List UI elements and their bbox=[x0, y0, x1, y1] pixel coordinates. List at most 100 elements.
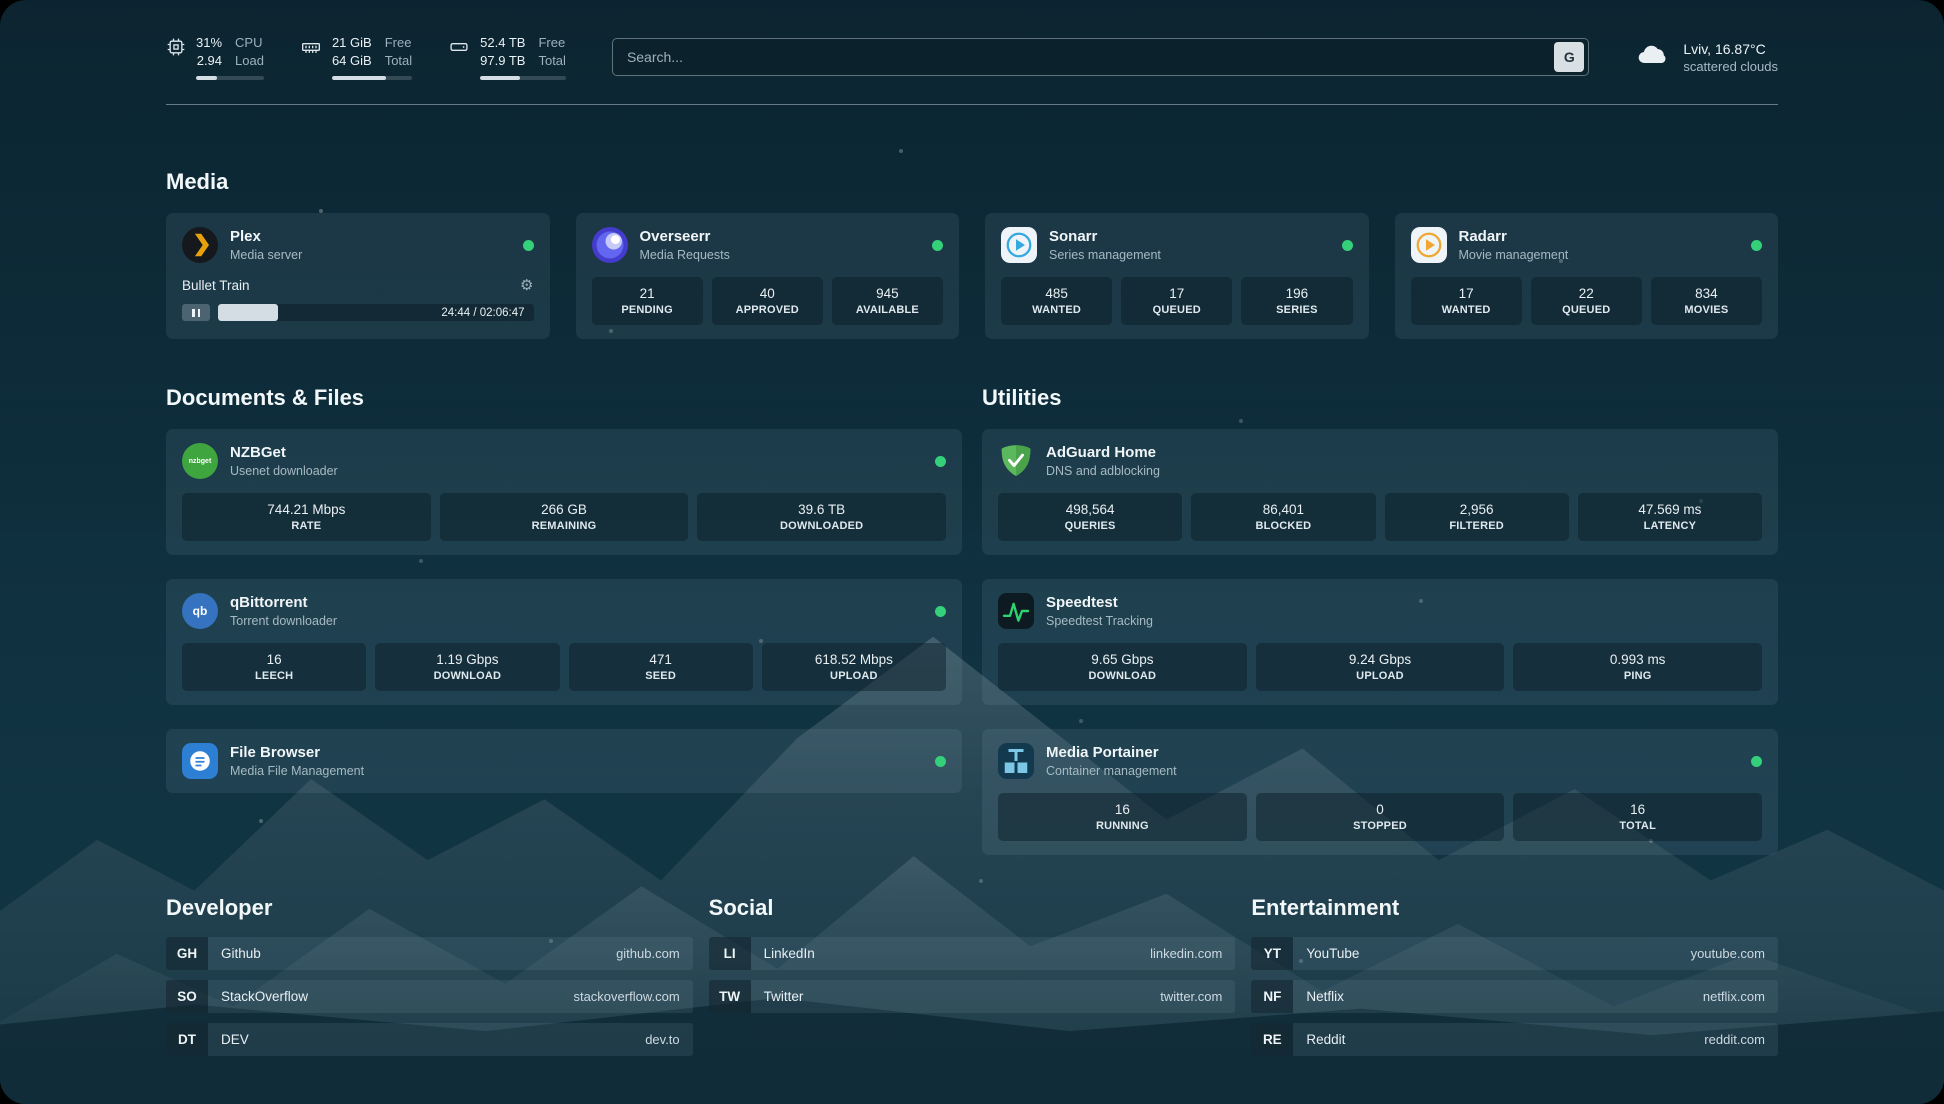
speedtest-icon bbox=[998, 593, 1034, 630]
search-input[interactable] bbox=[626, 49, 1555, 66]
card-title: NZBGet bbox=[230, 444, 286, 462]
ram-total-value: 64 GiB bbox=[331, 53, 372, 69]
card-title: Speedtest bbox=[1046, 594, 1118, 612]
cpu-label: CPU bbox=[235, 35, 263, 50]
media-grid: Plex Media server Bullet Train ⚙ 24:44 /… bbox=[166, 213, 1778, 340]
bookmark-netflix[interactable]: NF Netflix netflix.com bbox=[1251, 980, 1778, 1014]
cpu-load-label: Load bbox=[235, 53, 264, 69]
search-bar[interactable]: G bbox=[611, 38, 1590, 77]
background-snow-specks bbox=[0, 0, 2, 2]
card-filebrowser[interactable]: File Browser Media File Management bbox=[166, 729, 962, 794]
now-playing-title: Bullet Train bbox=[182, 277, 250, 293]
pause-button[interactable] bbox=[182, 304, 210, 322]
stat-rate: 744.21 Mbps RATE bbox=[182, 493, 431, 542]
card-radarr[interactable]: Radarr Movie management 17 WANTED 22 QUE… bbox=[1394, 213, 1778, 340]
reddit-icon: RE bbox=[1251, 1023, 1294, 1057]
card-qbittorrent[interactable]: qb qBittorrent Torrent downloader 16 LEE… bbox=[166, 579, 962, 706]
documents-column: Documents & Files nzbget NZBGet Usenet d… bbox=[166, 385, 962, 855]
cpu-progress-bar bbox=[196, 76, 264, 81]
github-icon: GH bbox=[166, 937, 208, 971]
bookmark-reddit[interactable]: RE Reddit reddit.com bbox=[1251, 1023, 1778, 1057]
system-resources: 31% 2.94 CPU Load bbox=[166, 34, 566, 81]
radarr-icon bbox=[1410, 227, 1447, 264]
stat-download: 9.65 Gbps DOWNLOAD bbox=[998, 643, 1247, 692]
stat-downloaded: 39.6 TB DOWNLOADED bbox=[697, 493, 947, 542]
card-title: Sonarr bbox=[1049, 228, 1098, 246]
twitter-icon: TW bbox=[708, 980, 751, 1014]
playback-progress-bar[interactable]: 24:44 / 02:06:47 bbox=[218, 304, 534, 322]
ram-free-value: 21 GiB bbox=[331, 35, 372, 50]
card-subtitle: Media File Management bbox=[230, 764, 365, 779]
status-dot bbox=[522, 239, 534, 251]
bookmark-youtube[interactable]: YT YouTube youtube.com bbox=[1251, 937, 1778, 971]
section-title-documents: Documents & Files bbox=[166, 385, 365, 411]
bookmark-twitter[interactable]: TW Twitter twitter.com bbox=[708, 980, 1236, 1014]
status-dot bbox=[935, 605, 946, 617]
stat-series: 196 SERIES bbox=[1241, 277, 1353, 326]
bookmarks-social: Social LI LinkedIn linkedin.com TW Twitt… bbox=[708, 895, 1236, 1066]
card-title: File Browser bbox=[230, 744, 321, 762]
card-nzbget[interactable]: nzbget NZBGet Usenet downloader 744.21 M… bbox=[166, 429, 962, 556]
bookmark-linkedin[interactable]: LI LinkedIn linkedin.com bbox=[708, 937, 1236, 971]
card-subtitle: DNS and adblocking bbox=[1046, 464, 1160, 479]
status-dot bbox=[1751, 239, 1762, 251]
linkedin-icon: LI bbox=[708, 937, 751, 971]
stat-queued: 22 QUEUED bbox=[1530, 277, 1642, 326]
disk-total-value: 97.9 TB bbox=[480, 53, 526, 69]
card-title: qBittorrent bbox=[230, 594, 308, 612]
settings-gear-icon[interactable]: ⚙ bbox=[520, 277, 534, 295]
stat-seed: 471 SEED bbox=[568, 643, 753, 692]
stat-filtered: 2,956 FILTERED bbox=[1384, 493, 1569, 542]
card-subtitle: Container management bbox=[1046, 764, 1177, 779]
bookmark-github[interactable]: GH Github github.com bbox=[166, 937, 693, 971]
disk-widget: 52.4 TB 97.9 TB Free Total bbox=[448, 34, 566, 81]
card-sonarr[interactable]: Sonarr Series management 485 WANTED 17 Q… bbox=[985, 213, 1369, 340]
section-title-developer: Developer bbox=[166, 895, 273, 921]
bookmark-stackoverflow[interactable]: SO StackOverflow stackoverflow.com bbox=[166, 980, 693, 1014]
stackoverflow-icon: SO bbox=[166, 980, 208, 1014]
stat-movies: 834 MOVIES bbox=[1650, 277, 1763, 326]
card-adguard[interactable]: AdGuard Home DNS and adblocking 498,564 … bbox=[982, 429, 1778, 556]
card-subtitle: Torrent downloader bbox=[230, 614, 338, 629]
bookmarks-entertainment: Entertainment YT YouTube youtube.com NF … bbox=[1251, 895, 1778, 1066]
card-title: Media Portainer bbox=[1046, 744, 1159, 762]
disk-icon bbox=[448, 34, 470, 80]
ram-icon bbox=[300, 34, 322, 80]
stat-queries: 498,564 QUERIES bbox=[998, 493, 1183, 542]
header-divider bbox=[166, 104, 1778, 106]
bookmark-dev[interactable]: DT DEV dev.to bbox=[166, 1023, 693, 1057]
portainer-icon bbox=[998, 743, 1034, 780]
card-subtitle: Movie management bbox=[1458, 248, 1569, 263]
stat-latency: 47.569 ms LATENCY bbox=[1577, 493, 1762, 542]
plex-player: 24:44 / 02:06:47 bbox=[182, 304, 534, 322]
ram-total-label: Total bbox=[384, 53, 413, 69]
stat-wanted: 485 WANTED bbox=[1001, 277, 1113, 326]
card-subtitle: Usenet downloader bbox=[230, 464, 338, 479]
stat-pending: 21 PENDING bbox=[591, 277, 703, 326]
disk-free-label: Free bbox=[538, 35, 566, 50]
playback-time: 24:44 / 02:06:47 bbox=[441, 306, 525, 319]
card-speedtest[interactable]: Speedtest Speedtest Tracking 9.65 Gbps D… bbox=[982, 579, 1778, 706]
card-title: Plex bbox=[230, 228, 261, 246]
card-title: Radarr bbox=[1458, 228, 1507, 246]
google-search-button[interactable]: G bbox=[1554, 42, 1585, 73]
nzbget-icon: nzbget bbox=[182, 443, 218, 480]
section-title-entertainment: Entertainment bbox=[1251, 895, 1400, 921]
stat-download: 1.19 Gbps DOWNLOAD bbox=[375, 643, 560, 692]
status-dot bbox=[935, 755, 946, 767]
card-subtitle: Media server bbox=[230, 248, 303, 263]
card-portainer[interactable]: Media Portainer Container management 16 … bbox=[982, 729, 1778, 856]
card-plex[interactable]: Plex Media server Bullet Train ⚙ 24:44 /… bbox=[166, 213, 550, 340]
status-dot bbox=[1751, 755, 1762, 767]
stat-available: 945 AVAILABLE bbox=[831, 277, 944, 326]
cpu-load-value: 2.94 bbox=[196, 53, 223, 69]
bookmarks-developer: Developer GH Github github.com SO StackO… bbox=[166, 895, 693, 1066]
utilities-column: Utilities AdGuard Home bbox=[982, 385, 1778, 856]
card-subtitle: Speedtest Tracking bbox=[1046, 614, 1154, 629]
stat-leech: 16 LEECH bbox=[182, 643, 367, 692]
card-overseerr[interactable]: Overseerr Media Requests 21 PENDING 40 A… bbox=[575, 213, 959, 340]
filebrowser-icon bbox=[182, 743, 218, 780]
qbittorrent-icon: qb bbox=[182, 593, 218, 630]
